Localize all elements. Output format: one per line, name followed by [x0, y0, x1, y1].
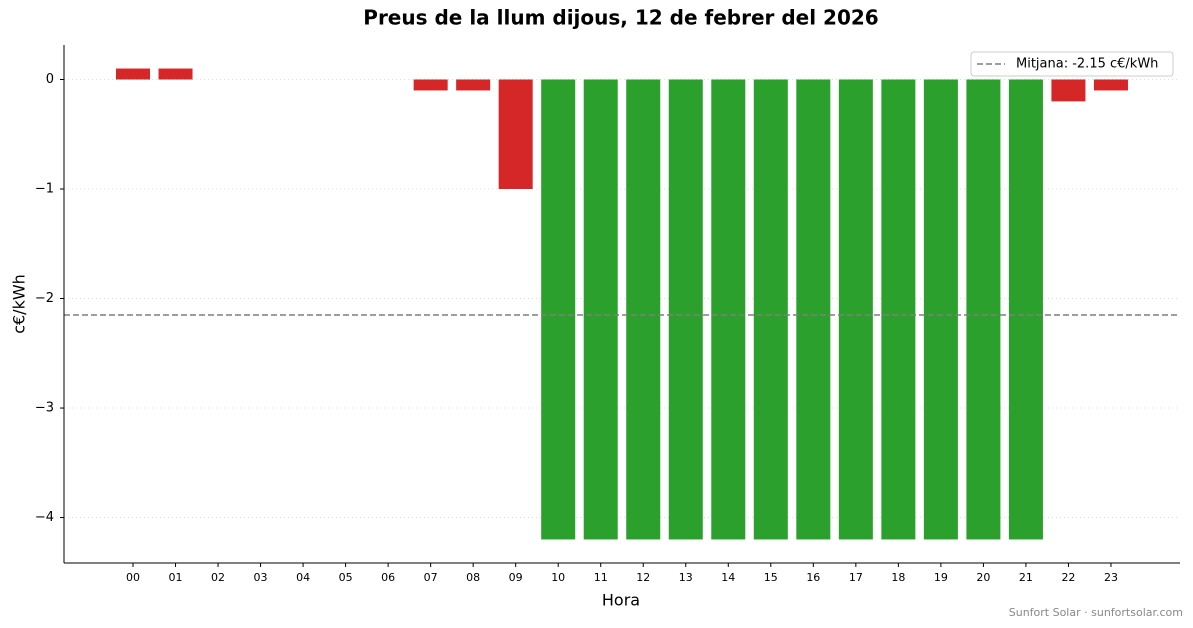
footer: Sunfort Solar · sunfortsolar.com — [1009, 606, 1183, 619]
x-tick-label: 11 — [594, 571, 608, 584]
bar — [1008, 79, 1043, 540]
x-tick-label: 02 — [211, 571, 225, 584]
bar — [1051, 79, 1086, 102]
y-tick-label: −2 — [35, 291, 54, 306]
x-tick-label: 17 — [849, 571, 863, 584]
y-tick-label: −4 — [35, 510, 54, 525]
bar — [413, 79, 448, 91]
chart-title: Preus de la llum dijous, 12 de febrer de… — [363, 6, 878, 30]
bar — [583, 79, 618, 540]
bar — [668, 79, 703, 540]
x-tick-label: 13 — [679, 571, 693, 584]
x-tick-label: 05 — [339, 571, 353, 584]
bar — [923, 79, 958, 540]
x-axis-label: Hora — [602, 591, 640, 610]
x-tick-label: 12 — [636, 571, 650, 584]
x-tick-label: 09 — [509, 571, 523, 584]
x-tick-label: 06 — [381, 571, 395, 584]
bar — [115, 68, 151, 80]
bar — [796, 79, 831, 540]
y-tick-label: −3 — [35, 401, 54, 416]
bar — [711, 79, 746, 540]
x-tick-label: 18 — [891, 571, 905, 584]
x-tick-label: 16 — [806, 571, 820, 584]
x-tick-label: 19 — [934, 571, 948, 584]
bar — [838, 79, 873, 540]
bar — [626, 79, 661, 540]
legend-box — [970, 51, 1174, 77]
x-tick-label: 14 — [721, 571, 735, 584]
x-tick-label: 00 — [126, 571, 140, 584]
x-tick-label: 03 — [254, 571, 268, 584]
bar — [966, 79, 1001, 540]
bar — [456, 79, 491, 91]
x-tick-label: 23 — [1104, 571, 1118, 584]
bar — [753, 79, 788, 540]
bar — [498, 79, 533, 190]
x-tick-label: 08 — [466, 571, 480, 584]
bar — [158, 68, 193, 80]
y-tick-label: 0 — [46, 72, 54, 87]
y-tick-label: −1 — [35, 182, 54, 197]
x-tick-label: 21 — [1019, 571, 1033, 584]
x-tick-label: 10 — [551, 571, 565, 584]
x-tick-label: 07 — [424, 571, 438, 584]
bar — [881, 79, 916, 540]
bar — [541, 79, 576, 540]
x-tick-label: 15 — [764, 571, 778, 584]
x-tick-label: 04 — [296, 571, 310, 584]
bar — [1093, 79, 1128, 91]
x-tick-label: 22 — [1061, 571, 1075, 584]
y-axis-label: c€/kWh — [10, 274, 29, 334]
x-tick-label: 01 — [169, 571, 183, 584]
legend-label: Mitjana: -2.15 c€/kWh — [1016, 57, 1158, 72]
x-tick-label: 20 — [976, 571, 990, 584]
